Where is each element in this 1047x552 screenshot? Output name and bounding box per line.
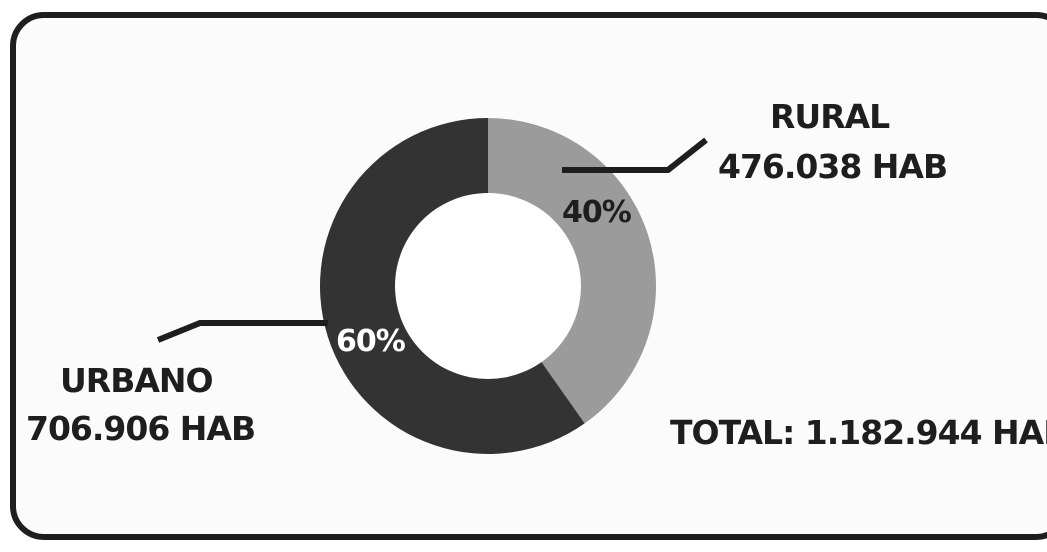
label-rural-value: 476.038 HAB bbox=[718, 147, 947, 186]
percent-label-rural: 40% bbox=[562, 195, 632, 230]
percent-label-urbano: 60% bbox=[336, 324, 406, 359]
label-rural-name: RURAL bbox=[770, 97, 890, 136]
label-urbano-name: URBANO bbox=[60, 361, 213, 400]
donut-hole bbox=[395, 193, 581, 379]
label-urbano-value: 706.906 HAB bbox=[26, 409, 255, 448]
leader-line-urbano bbox=[156, 320, 328, 343]
leader-line-rural bbox=[562, 137, 708, 173]
total-label: TOTAL: 1.182.944 HAB bbox=[670, 413, 1047, 452]
